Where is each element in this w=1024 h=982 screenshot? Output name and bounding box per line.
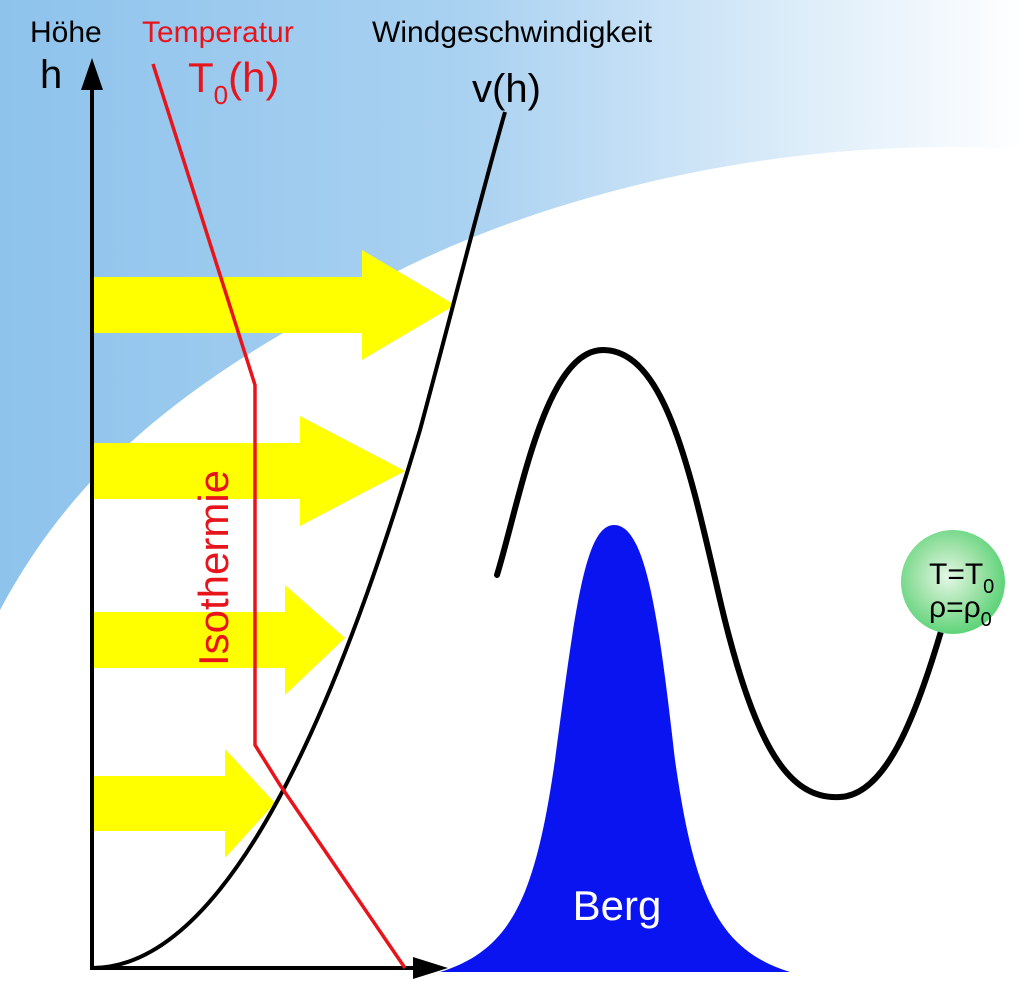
temperature-word-label: Temperatur xyxy=(142,16,294,49)
axes xyxy=(81,58,448,979)
wind-arrow-lower-middle xyxy=(90,585,345,695)
mountain-shape xyxy=(440,525,790,972)
height-word-label: Höhe xyxy=(30,16,102,49)
height-axis-arrowhead xyxy=(81,58,103,90)
height-symbol-label: h xyxy=(40,53,62,97)
bubble-density-label: ρ=ρ0 xyxy=(929,591,992,631)
wind-arrow-top xyxy=(90,250,455,360)
temperature-profile xyxy=(151,63,407,969)
wind-symbol-label: v(h) xyxy=(472,67,541,111)
temperature-symbol-label: T0(h) xyxy=(188,54,279,110)
wind-arrow-upper-middle xyxy=(90,416,405,526)
wind-arrows xyxy=(90,250,455,858)
bubble-temperature-label: T=T0 xyxy=(929,558,994,598)
isothermal-label: Isothermie xyxy=(190,470,237,666)
wind-arrow-bottom xyxy=(90,749,275,858)
streamline-over-mountain xyxy=(494,346,945,801)
wind-word-label: Windgeschwindigkeit xyxy=(372,16,653,49)
air-parcel-bubble xyxy=(901,530,1005,634)
sky-background xyxy=(0,0,1024,610)
mountain-label: Berg xyxy=(573,882,662,929)
wind-speed-curve xyxy=(91,111,507,970)
ground-axis-arrowhead xyxy=(413,957,448,979)
